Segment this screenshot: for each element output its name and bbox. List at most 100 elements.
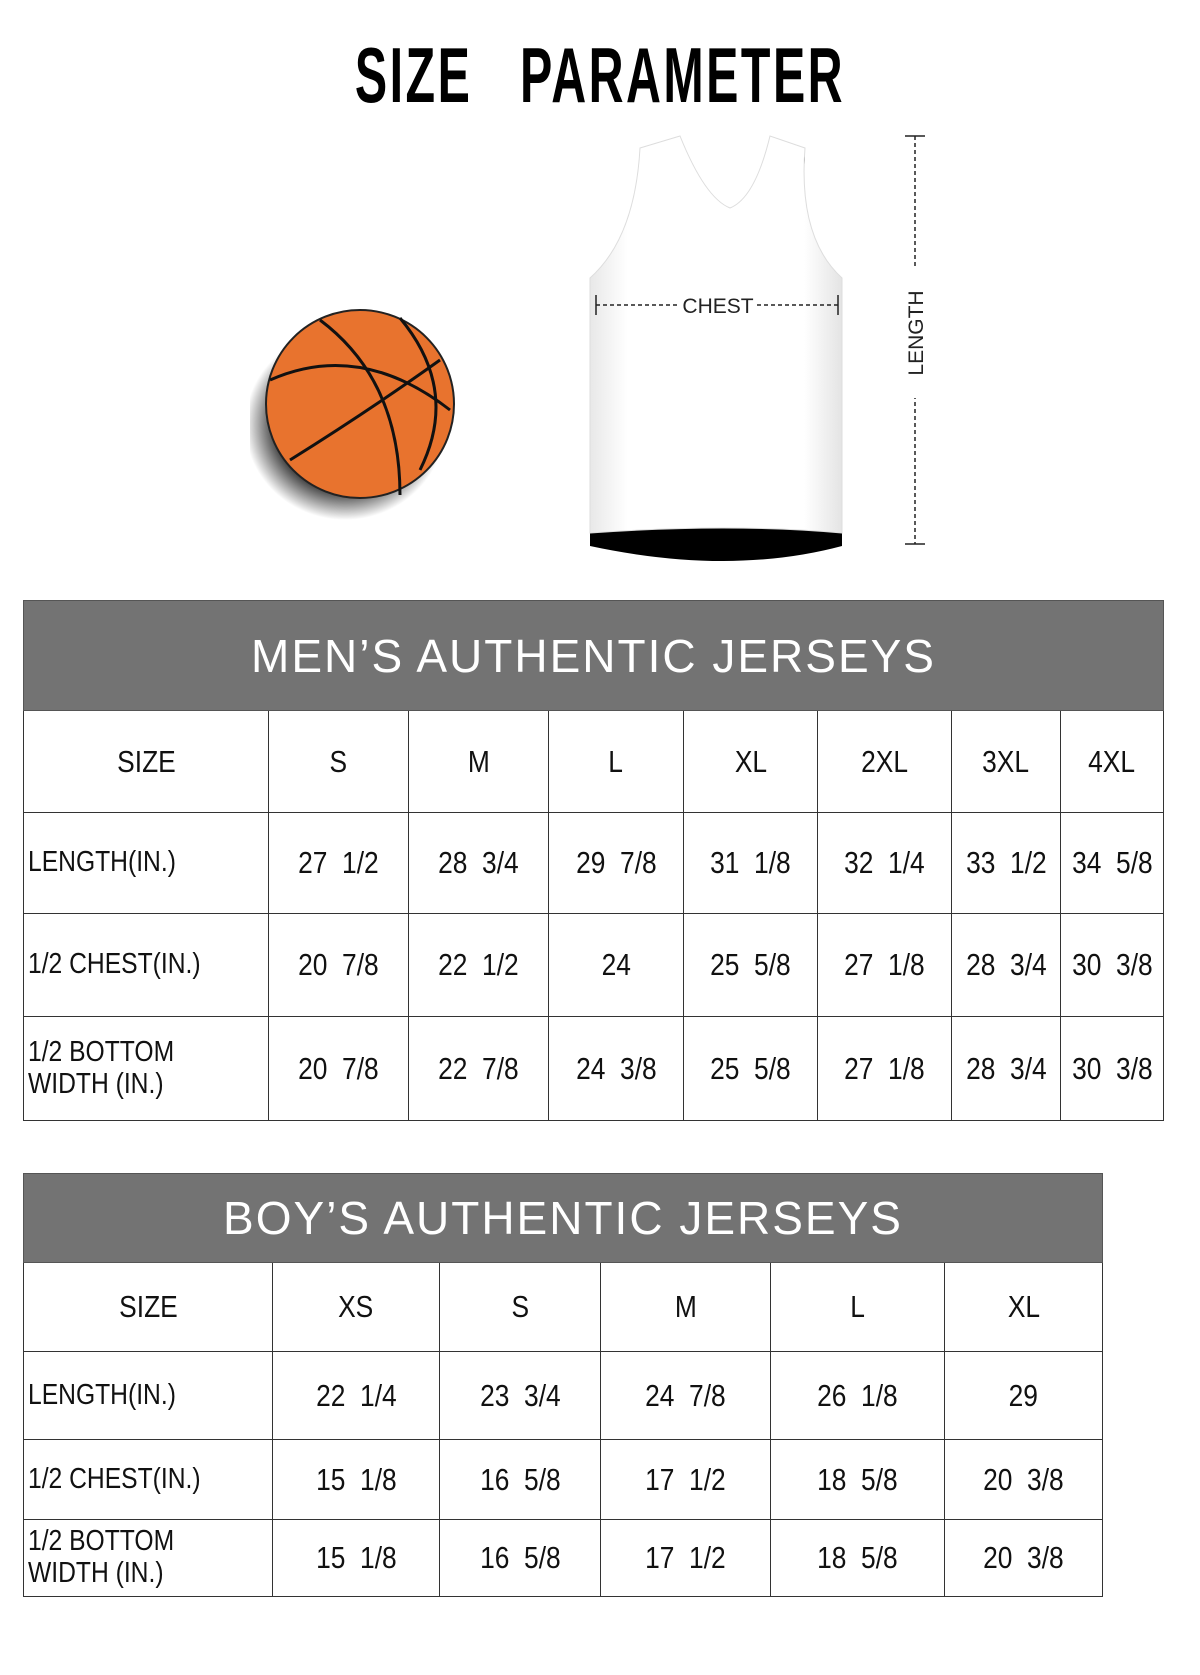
- size-cell: L: [770, 1262, 945, 1352]
- value-cell: 23 3/4: [439, 1351, 601, 1440]
- value-cell: 28 3/4: [951, 1016, 1061, 1121]
- value-text: 28 3/4: [965, 947, 1047, 982]
- size-cell: XS: [272, 1262, 440, 1352]
- value-text: 29 7/8: [575, 845, 657, 880]
- boys-size-table: BOY’S AUTHENTIC JERSEYS SIZE XS S M L XL LENGT…: [22, 1173, 1104, 1597]
- size-cell: XL: [683, 710, 818, 813]
- value-text: 30 3/8: [1071, 1050, 1153, 1086]
- size-value: 3XL: [982, 743, 1030, 779]
- size-cell: 3XL: [951, 710, 1061, 813]
- basketball-icon: [250, 309, 455, 520]
- size-label-cell: SIZE: [23, 710, 269, 813]
- row-label: 1/2 CHEST(IN.): [23, 1439, 273, 1520]
- value-text: 17 1/2: [645, 1540, 726, 1575]
- value-cell: 22 7/8: [408, 1016, 549, 1121]
- value-cell: 29 7/8: [548, 812, 684, 914]
- row-label: 1/2 CHEST(IN.): [23, 913, 269, 1017]
- size-value: L: [608, 743, 624, 779]
- value-text: 25 5/8: [710, 947, 791, 982]
- size-cell: L: [548, 710, 684, 813]
- size-value: S: [329, 743, 348, 779]
- boys-table-title: BOY’S AUTHENTIC JERSEYS: [22, 1173, 1104, 1263]
- value-text: 27 1/2: [298, 845, 379, 880]
- value-cell: 27 1/2: [268, 812, 409, 914]
- row-label-text: LENGTH(IN.): [28, 1378, 176, 1411]
- chest-label: CHEST: [682, 295, 753, 318]
- value-cell: 16 5/8: [439, 1439, 601, 1520]
- row-label-text: LENGTH(IN.): [28, 846, 176, 879]
- size-label: SIZE: [118, 1289, 178, 1324]
- size-value: M: [467, 743, 490, 779]
- value-text: 32 1/4: [844, 845, 925, 880]
- value-cell: 28 3/4: [951, 913, 1061, 1017]
- value-cell: 34 5/8: [1060, 812, 1164, 914]
- value-text: 24 3/8: [575, 1050, 657, 1086]
- row-label-text: 1/2 BOTTOM WIDTH (IN.): [28, 1525, 175, 1589]
- value-cell: 32 1/4: [817, 812, 952, 914]
- value-cell: 31 1/8: [683, 812, 818, 914]
- value-cell: 24 3/8: [548, 1016, 684, 1121]
- value-cell: 22 1/4: [272, 1351, 440, 1440]
- size-cell: M: [600, 1262, 771, 1352]
- value-cell: 26 1/8: [770, 1351, 945, 1440]
- value-text: 26 1/8: [817, 1377, 898, 1413]
- row-label: 1/2 BOTTOM WIDTH (IN.): [23, 1016, 269, 1121]
- size-value: XL: [1007, 1289, 1040, 1324]
- value-cell: 30 3/8: [1060, 1016, 1164, 1121]
- size-value: L: [850, 1289, 865, 1324]
- value-text: 29: [1008, 1377, 1039, 1413]
- value-text: 31 1/8: [710, 845, 791, 880]
- value-text: 15 1/8: [315, 1461, 397, 1497]
- size-cell: 2XL: [817, 710, 952, 813]
- row-label-text: 1/2 BOTTOM WIDTH (IN.): [28, 1035, 175, 1100]
- table-row: LENGTH(IN.) 27 1/2 28 3/4 29 7/8 31 1/8 32 1/…: [23, 812, 1164, 914]
- size-value: M: [674, 1289, 697, 1324]
- value-cell: 20 3/8: [943, 1519, 1104, 1597]
- value-cell: 22 1/2: [408, 913, 549, 1017]
- value-cell: 27 1/8: [817, 913, 952, 1017]
- value-text: 17 1/2: [645, 1461, 726, 1497]
- value-cell: 18 5/8: [770, 1439, 945, 1520]
- value-text: 27 1/8: [844, 1050, 925, 1086]
- page-title: SIZE PARAMETER: [354, 31, 846, 119]
- value-text: 16 5/8: [479, 1540, 561, 1575]
- value-text: 20 3/8: [983, 1461, 1064, 1497]
- size-header-row: SIZE S M L XL 2XL 3XL 4XL: [23, 710, 1164, 813]
- size-value: 2XL: [861, 743, 908, 779]
- value-text: 20 7/8: [298, 1050, 379, 1086]
- value-text: 18 5/8: [817, 1540, 898, 1575]
- table-row: 1/2 CHEST(IN.) 20 7/8 22 1/2 24 25 5/8 27 1/8…: [23, 913, 1164, 1017]
- value-text: 23 3/4: [479, 1377, 561, 1413]
- table-row: 1/2 BOTTOM WIDTH (IN.) 15 1/8 16 5/8 17 1/2…: [23, 1519, 1104, 1597]
- size-cell: S: [268, 710, 409, 813]
- value-text: 27 1/8: [844, 947, 925, 982]
- value-cell: 17 1/2: [600, 1519, 771, 1597]
- table-row: 1/2 BOTTOM WIDTH (IN.) 20 7/8 22 7/8 24 3/8…: [23, 1016, 1164, 1121]
- value-text: 28 3/4: [965, 1050, 1047, 1086]
- value-text: 33 1/2: [965, 845, 1047, 880]
- value-text: 22 1/2: [438, 947, 519, 982]
- length-label: LENGTH: [905, 290, 928, 375]
- value-cell: 27 1/8: [817, 1016, 952, 1121]
- size-value: XS: [338, 1289, 374, 1324]
- value-cell: 16 5/8: [439, 1519, 601, 1597]
- value-cell: 20 7/8: [268, 1016, 409, 1121]
- value-text: 18 5/8: [817, 1461, 898, 1497]
- value-cell: 18 5/8: [770, 1519, 945, 1597]
- value-cell: 17 1/2: [600, 1439, 771, 1520]
- jersey-illustration: CHEST LENGTH: [589, 135, 928, 561]
- size-cell: 4XL: [1060, 710, 1164, 813]
- value-text: 24: [601, 947, 631, 982]
- size-value: XL: [734, 743, 767, 779]
- table-row: 1/2 CHEST(IN.) 15 1/8 16 5/8 17 1/2 18 5/8 20…: [23, 1439, 1104, 1520]
- value-text: 28 3/4: [438, 845, 519, 880]
- size-label-cell: SIZE: [23, 1262, 273, 1352]
- size-cell: M: [408, 710, 549, 813]
- size-value: 4XL: [1088, 743, 1136, 779]
- row-label: LENGTH(IN.): [23, 1351, 273, 1440]
- size-cell: XL: [943, 1262, 1104, 1352]
- table-row: LENGTH(IN.) 22 1/4 23 3/4 24 7/8 26 1/8 29: [23, 1351, 1104, 1440]
- value-cell: 20 3/8: [943, 1439, 1104, 1520]
- row-label-text: 1/2 CHEST(IN.): [28, 948, 201, 981]
- value-text: 15 1/8: [315, 1540, 397, 1575]
